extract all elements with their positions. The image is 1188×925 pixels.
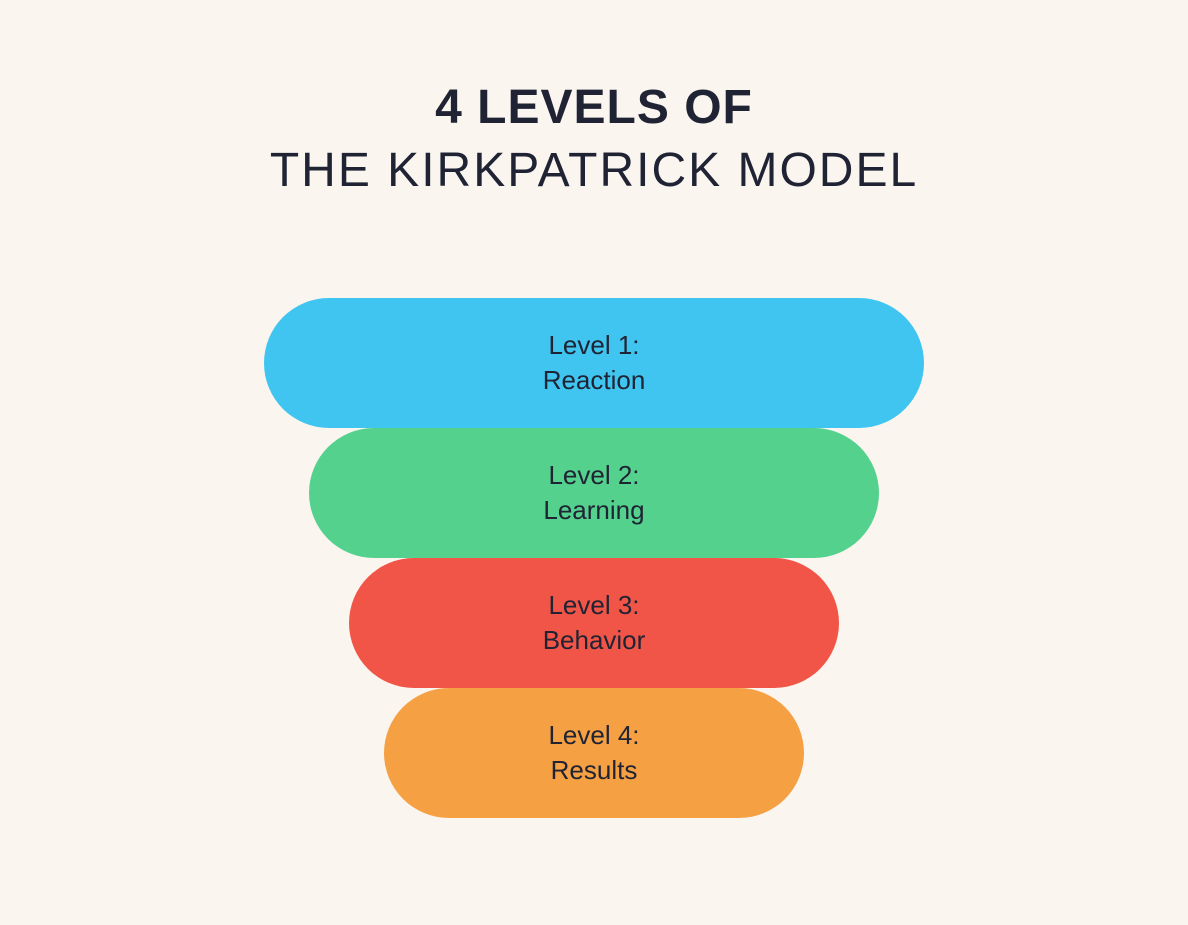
level-2-label-line2: Learning: [543, 493, 644, 528]
level-2-label-line1: Level 2:: [548, 458, 639, 493]
title-line2: THE KIRKPATRICK MODEL: [270, 143, 918, 198]
level-2-pill: Level 2: Learning: [309, 428, 879, 558]
level-3-label-line2: Behavior: [543, 623, 646, 658]
level-1-pill: Level 1: Reaction: [264, 298, 924, 428]
level-4-pill: Level 4: Results: [384, 688, 804, 818]
level-4-label-line2: Results: [551, 753, 638, 788]
title-line1: 4 LEVELS OF: [270, 80, 918, 135]
level-1-label-line1: Level 1:: [548, 328, 639, 363]
level-4-label-line1: Level 4:: [548, 718, 639, 753]
title-block: 4 LEVELS OF THE KIRKPATRICK MODEL: [270, 80, 918, 198]
level-1-label-line2: Reaction: [543, 363, 646, 398]
funnel-container: Level 1: Reaction Level 2: Learning Leve…: [264, 298, 924, 818]
level-3-label-line1: Level 3:: [548, 588, 639, 623]
level-3-pill: Level 3: Behavior: [349, 558, 839, 688]
diagram-canvas: 4 LEVELS OF THE KIRKPATRICK MODEL Level …: [0, 0, 1188, 925]
